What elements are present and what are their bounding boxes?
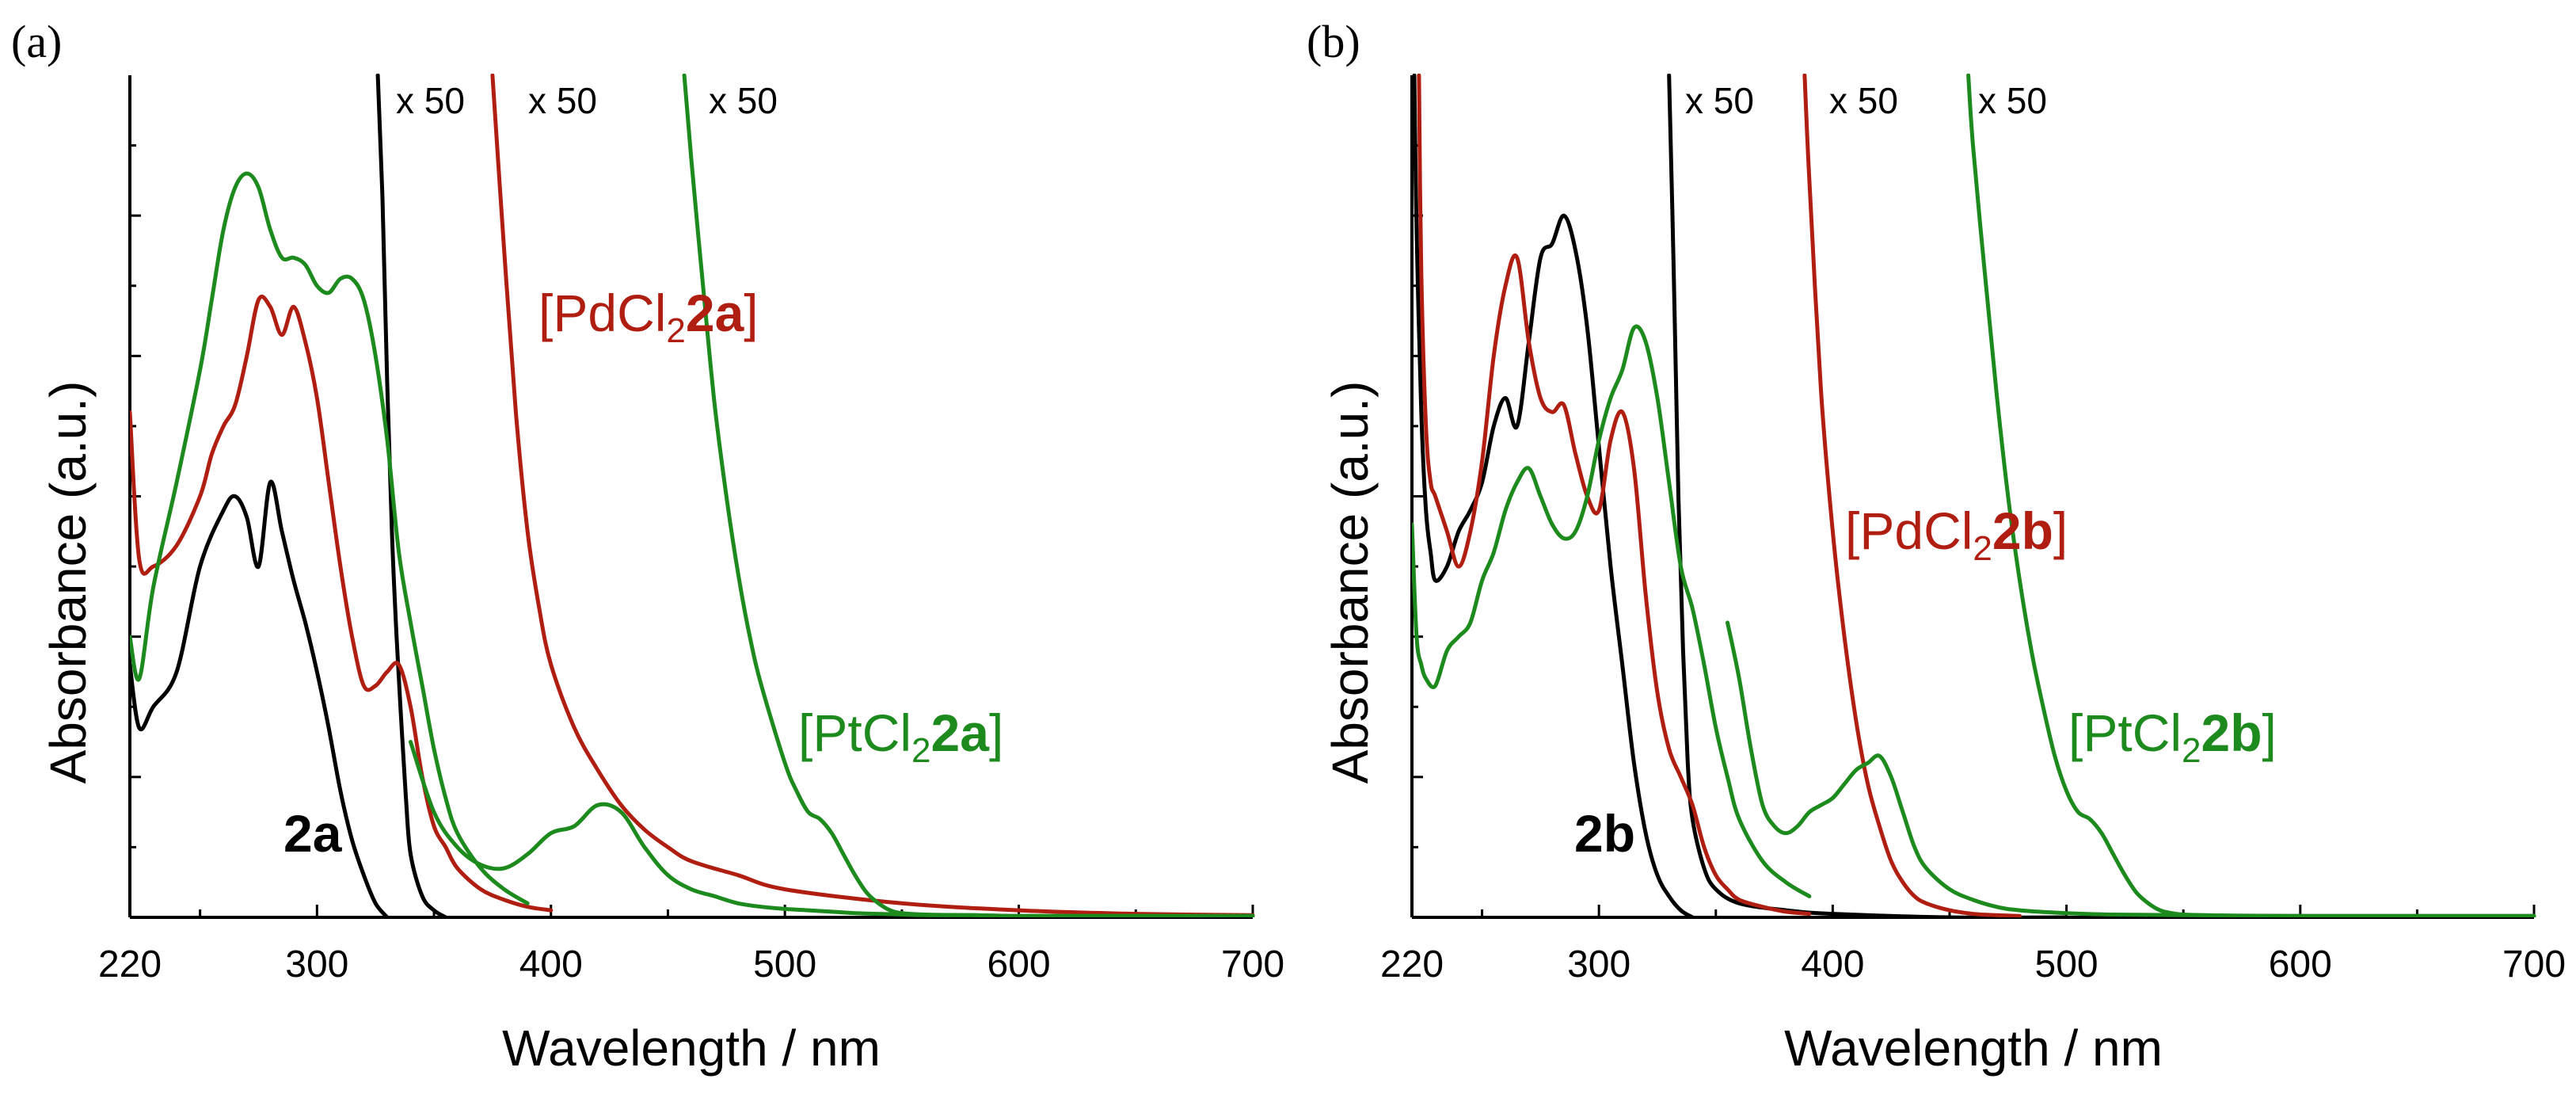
series-line-pdcl22a-x-50 bbox=[490, 74, 1255, 917]
x-axis-label: Wavelength / nm bbox=[502, 1020, 881, 1077]
x-tick-label: 600 bbox=[2269, 943, 2332, 985]
series-line-ptcl22a-x-50 bbox=[409, 740, 1255, 917]
x-tick-label: 400 bbox=[519, 943, 583, 985]
y-axis-label: Absorbance (a.u.) bbox=[1322, 381, 1379, 784]
series-line-2a bbox=[130, 479, 390, 917]
series-label-pdcl22a: [PdCl22a] bbox=[538, 284, 759, 350]
series-line-ptcl22a-x-50-tail bbox=[682, 74, 1255, 917]
panel-a: (a) 220 300 400 500 600 700 Wavelength / nm Abso… bbox=[11, 16, 1284, 1077]
multiplier-label: x 50 bbox=[1978, 80, 2047, 121]
series-line-2a-x-50 bbox=[375, 74, 448, 917]
curves bbox=[1412, 74, 2536, 917]
x-tick-label: 300 bbox=[1567, 943, 1630, 985]
x-axis-label: Wavelength / nm bbox=[1784, 1020, 2163, 1077]
series-line-pdcl22a bbox=[130, 294, 554, 913]
series-line-ptcl22b-x-50 bbox=[1726, 620, 2536, 917]
series-line-2b bbox=[1412, 74, 1695, 917]
x-tick-label: 220 bbox=[98, 943, 162, 985]
panel-letter: (a) bbox=[11, 16, 62, 67]
multiplier-label: x 50 bbox=[528, 80, 597, 121]
multiplier-label: x 50 bbox=[1685, 80, 1754, 121]
y-axis-label: Absorbance (a.u.) bbox=[40, 381, 97, 784]
series-label-ptcl22b: [PtCl22b] bbox=[2068, 703, 2277, 770]
panel-b: (b) 220 300 400 500 600 700 Wavelength / nm Abso… bbox=[1307, 16, 2566, 1077]
series-label-ptcl22a: [PtCl22a] bbox=[798, 703, 1003, 770]
x-tick-label: 500 bbox=[753, 943, 816, 985]
series-line-2b-x-50 bbox=[1667, 74, 2069, 917]
x-tick-label: 500 bbox=[2035, 943, 2098, 985]
multiplier-label: x 50 bbox=[1829, 80, 1898, 121]
series-label-2b: 2b bbox=[1574, 804, 1635, 863]
series-label-pdcl22b: [PdCl22b] bbox=[1845, 501, 2068, 568]
multiplier-label: x 50 bbox=[396, 80, 465, 121]
series-line-ptcl22b-x-50-tail bbox=[1966, 74, 2536, 917]
x-tick-label: 220 bbox=[1380, 943, 1444, 985]
curves bbox=[130, 74, 1255, 917]
series-line-ptcl22b bbox=[1412, 324, 1812, 898]
multiplier-label: x 50 bbox=[709, 80, 778, 121]
series-line-pdcl22b-x-50 bbox=[1802, 74, 2022, 917]
x-tick-label: 300 bbox=[285, 943, 348, 985]
x-tick-label: 600 bbox=[987, 943, 1051, 985]
x-tick-label: 700 bbox=[2502, 943, 2566, 985]
x-tick-label: 400 bbox=[1801, 943, 1864, 985]
series-label-2a: 2a bbox=[283, 804, 343, 863]
x-tick-label: 700 bbox=[1221, 943, 1284, 985]
series-line-pdcl22b bbox=[1417, 74, 1812, 917]
series-line-ptcl22a bbox=[130, 171, 530, 905]
panel-letter: (b) bbox=[1307, 16, 1360, 67]
